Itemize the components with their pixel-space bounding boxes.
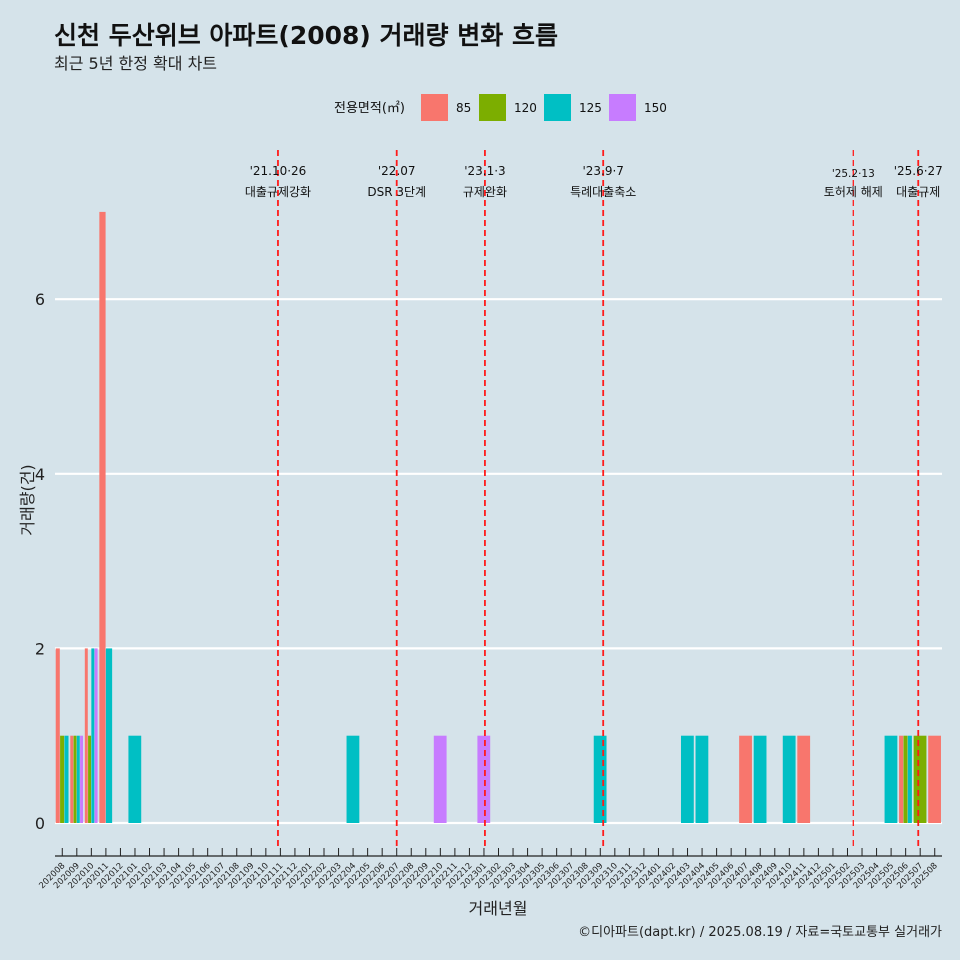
- event-date-2: '23.1·3: [464, 164, 505, 178]
- bar-202301-150: [477, 735, 491, 823]
- bar-202410-125: [782, 735, 796, 823]
- event-label-2: 규제완화: [463, 185, 507, 199]
- bar-202309-125: [593, 735, 607, 823]
- event-date-0: '21.10·26: [250, 164, 307, 178]
- bar-202505-125: [884, 735, 898, 823]
- event-date-5: '25.6·27: [894, 164, 943, 178]
- bar-202008-120: [60, 735, 65, 823]
- bar-202011-125: [105, 648, 113, 823]
- y-axis-title: 거래량(건): [18, 464, 37, 535]
- bar-202009-85: [70, 735, 74, 823]
- axes: 2020082020092020102020112020122021012021…: [37, 848, 942, 891]
- y-tick-label-2: 2: [35, 639, 45, 658]
- legend-swatch-120: [479, 94, 506, 121]
- bar-202411-85: [797, 735, 811, 823]
- bar-202210-150: [433, 735, 447, 823]
- bar-202011-85: [99, 211, 106, 823]
- bar-202010-125: [91, 648, 95, 823]
- event-date-3: '23.9·7: [582, 164, 623, 178]
- bar-202101-125: [128, 735, 142, 823]
- bar-202404-125: [695, 735, 709, 823]
- bars: [55, 211, 941, 823]
- event-date-1: '22.07: [378, 164, 416, 178]
- bar-202403-125: [680, 735, 694, 823]
- y-tick-label-0: 0: [35, 814, 45, 833]
- bar-202010-85: [84, 648, 88, 823]
- event-label-0: 대출규제강화: [245, 185, 311, 199]
- source-caption: ©디아파트(dapt.kr) / 2025.08.19 / 자료=국토교통부 실…: [578, 925, 942, 940]
- legend: 전용면적(㎡) 85 120 125 150: [334, 94, 667, 121]
- event-markers: '21.10·26 대출규제강화 '22.07 DSR 3단계 '23.1·3 규제완화 '…: [245, 150, 943, 850]
- bar-202010-120: [88, 735, 92, 823]
- bar-202204-125: [346, 735, 360, 823]
- x-axis-title: 거래년월: [469, 899, 528, 918]
- bar-202508-85: [928, 735, 941, 823]
- bar-202008-125: [64, 735, 69, 823]
- event-label-5: 대출규제: [896, 185, 940, 199]
- bar-202009-150: [80, 735, 84, 823]
- legend-swatch-125: [544, 94, 571, 121]
- legend-label-120: 120: [514, 101, 537, 115]
- event-label-4: 토허제 해제: [824, 185, 883, 199]
- legend-swatch-85: [421, 94, 448, 121]
- chart-title: 신천 두산위브 아파트(2008) 거래량 변화 흐름: [54, 21, 558, 50]
- legend-swatch-150: [609, 94, 636, 121]
- legend-label-150: 150: [644, 101, 667, 115]
- legend-title: 전용면적(㎡): [334, 101, 405, 116]
- bar-202507-120: [913, 735, 927, 823]
- bar-202408-125: [753, 735, 767, 823]
- legend-label-125: 125: [579, 101, 602, 115]
- bar-202009-125: [76, 735, 80, 823]
- event-label-1: DSR 3단계: [367, 185, 426, 199]
- bar-202506-85: [899, 735, 904, 823]
- chart-subtitle: 최근 5년 한정 확대 차트: [54, 54, 217, 73]
- y-tick-label-6: 6: [35, 290, 45, 309]
- legend-label-85: 85: [456, 101, 471, 115]
- bar-202009-120: [73, 735, 77, 823]
- bar-202506-120: [903, 735, 908, 823]
- event-label-3: 특례대출축소: [570, 185, 636, 199]
- y-tick-label-4: 4: [35, 465, 45, 484]
- bar-202506-125: [907, 735, 912, 823]
- bar-202010-150: [94, 648, 98, 823]
- bar-202008-85: [55, 648, 60, 823]
- bar-202407-85: [739, 735, 752, 823]
- event-date-4: '25.2·13: [832, 168, 875, 180]
